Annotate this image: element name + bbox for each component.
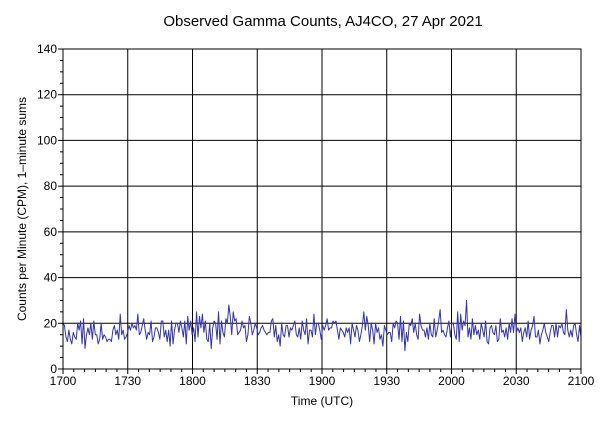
y-tick-labels: 0 20 40 60 80 100 120 140 (37, 42, 57, 376)
grid (58, 48, 582, 374)
x-tick-labels: 1700 1730 1800 1830 1900 1930 2000 2030 2100 (50, 374, 595, 388)
y-tick-label: 20 (44, 316, 58, 330)
y-tick-label: 80 (44, 179, 58, 193)
x-tick-label: 1830 (244, 374, 271, 388)
y-axis-label: Counts per Minute (CPM), 1–minute sums (15, 97, 29, 321)
x-tick-label: 1800 (179, 374, 206, 388)
x-tick-label: 1930 (373, 374, 400, 388)
y-tick-label: 100 (37, 133, 57, 147)
x-tick-label: 1700 (50, 374, 77, 388)
chart-title: Observed Gamma Counts, AJ4CO, 27 Apr 202… (163, 13, 482, 30)
y-tick-label: 0 (50, 362, 57, 376)
y-tick-label: 120 (37, 88, 57, 102)
series-layer (62, 299, 582, 352)
x-tick-label: 1730 (114, 374, 141, 388)
x-axis-label: Time (UTC) (291, 394, 353, 408)
y-tick-label: 40 (44, 271, 58, 285)
y-tick-label: 60 (44, 225, 58, 239)
x-tick-label: 1900 (309, 374, 336, 388)
gamma-counts-series-line (62, 299, 582, 352)
x-tick-label: 2100 (568, 374, 595, 388)
x-tick-label: 2030 (503, 374, 530, 388)
plot-frame (62, 48, 582, 370)
y-tick-label: 140 (37, 42, 57, 56)
x-tick-label: 2000 (438, 374, 465, 388)
